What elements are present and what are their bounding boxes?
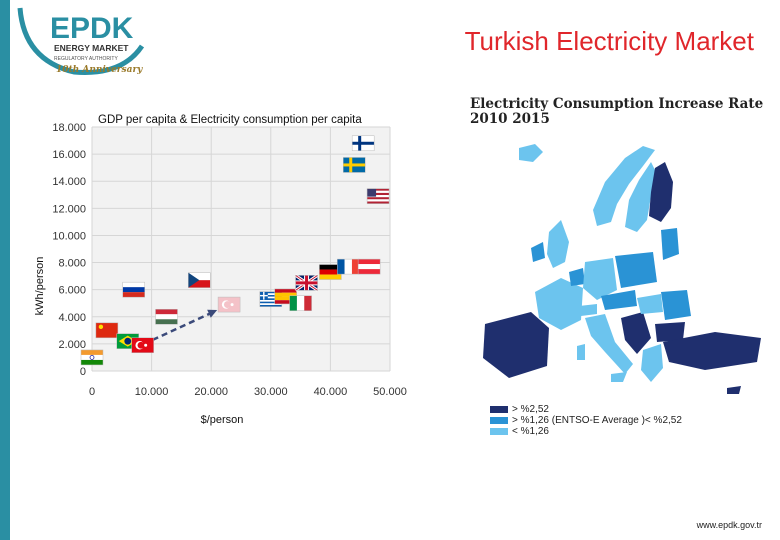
y-tick-label: 0	[80, 366, 86, 378]
legend-item-low: < %1,26	[490, 426, 682, 437]
trend-arrow-head	[207, 309, 218, 318]
region-sweden	[625, 162, 657, 232]
x-tick-label: 20.000	[194, 386, 228, 398]
region-germany	[583, 258, 617, 300]
map-title-line1: Electricity Consumption Increase Rate	[470, 96, 764, 112]
logo-line2: REGULATORY AUTHORITY	[54, 56, 118, 62]
region-poland	[615, 252, 657, 288]
flag-point-at	[357, 258, 381, 275]
y-tick-label: 4.000	[58, 312, 86, 324]
y-axis-label: kWh/person	[34, 257, 46, 316]
flag-point-tr	[131, 337, 154, 353]
region-italy	[585, 314, 633, 374]
map-legend: > %2,52 > %1,26 (ENTSO-E Average )< %2,5…	[490, 404, 682, 437]
legend-label-medium: > %1,26 (ENTSO-E Average )< %2,52	[512, 415, 682, 426]
map-title-line2: 2010 2015	[470, 111, 550, 127]
region-iberia	[483, 312, 549, 378]
y-tick-label: 6.000	[58, 285, 86, 297]
flag-point-gb	[294, 274, 319, 292]
region-sicily	[611, 372, 627, 382]
legend-item-medium: > %1,26 (ENTSO-E Average )< %2,52	[490, 415, 682, 426]
left-accent-bar	[0, 0, 10, 540]
logo-mark: EPDK	[50, 12, 134, 45]
x-tick-label: 0	[89, 386, 95, 398]
flag-point-cy	[217, 296, 241, 313]
flag-point-hu	[155, 309, 178, 325]
legend-item-high: > %2,52	[490, 404, 682, 415]
legend-label-low: < %1,26	[512, 426, 549, 437]
flag-point-cz	[188, 272, 211, 288]
gdp-electricity-scatter-chart: 0 2.000 4.000 6.000 8.000 10.000 12.000 14.000 1…	[34, 114, 407, 426]
chart-title: GDP per capita & Electricity consumption…	[98, 114, 362, 126]
trend-arrow-line	[152, 311, 212, 342]
region-norway	[593, 146, 655, 226]
region-balkans	[621, 312, 651, 354]
region-baltics	[661, 228, 679, 260]
region-switzerland	[579, 304, 597, 316]
flag-point-ru	[122, 281, 145, 298]
x-tick-label: 40.000	[314, 386, 348, 398]
plot-area	[92, 127, 390, 371]
flag-point-us	[366, 188, 390, 204]
flag-point-cn	[95, 322, 119, 339]
x-axis-label: $/person	[201, 414, 244, 426]
region-greece	[641, 344, 663, 382]
region-uk	[547, 220, 569, 268]
europe-consumption-map	[483, 144, 761, 394]
flag-point-in	[80, 349, 104, 366]
page-title: Turkish Electricity Market	[464, 26, 754, 56]
region-hungary	[637, 294, 663, 314]
epdk-logo: EPDK ENERGY MARKET REGULATORY AUTHORITY …	[14, 2, 154, 80]
region-finland	[649, 162, 673, 222]
region-turkey	[663, 332, 761, 370]
logo-line3: 10th Anniversary	[56, 65, 143, 75]
region-sardinia	[577, 344, 585, 360]
y-tick-label: 18.000	[52, 122, 86, 134]
flag-point-it	[289, 295, 312, 311]
y-tick-label: 16.000	[52, 149, 86, 161]
y-tick-label: 8.000	[58, 258, 86, 270]
flag-point-se	[342, 157, 366, 173]
y-tick-label: 12.000	[52, 203, 86, 215]
flag-point-fi	[351, 135, 375, 152]
region-iceland	[519, 144, 543, 162]
region-france	[535, 278, 583, 330]
footer-url: www.epdk.gov.tr	[696, 520, 762, 530]
x-tick-label: 50.000	[373, 386, 407, 398]
logo-line1: ENERGY MARKET	[54, 43, 129, 53]
region-czech-austria	[601, 290, 637, 310]
x-tick-label: 30.000	[254, 386, 288, 398]
y-tick-label: 14.000	[52, 176, 86, 188]
x-tick-label: 10.000	[135, 386, 169, 398]
region-cyprus	[727, 386, 741, 394]
region-bulgaria	[655, 322, 685, 342]
map-title: Electricity Consumption Increase Rate 20…	[470, 97, 763, 127]
region-benelux	[569, 268, 585, 286]
region-ireland	[531, 242, 545, 262]
legend-label-high: > %2,52	[512, 404, 549, 415]
flag-point-fr	[337, 258, 360, 275]
y-tick-label: 2.000	[58, 339, 86, 351]
region-romania	[661, 290, 691, 320]
y-tick-label: 10.000	[52, 230, 86, 242]
